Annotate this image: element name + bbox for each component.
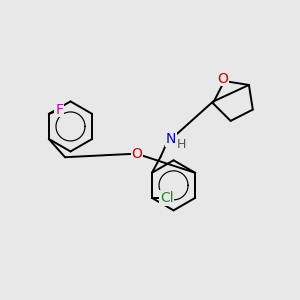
Text: H: H <box>177 138 186 151</box>
Text: N: N <box>166 132 176 146</box>
Text: Cl: Cl <box>160 191 173 205</box>
Text: O: O <box>218 72 228 86</box>
Text: F: F <box>55 103 63 116</box>
Text: O: O <box>131 147 142 161</box>
